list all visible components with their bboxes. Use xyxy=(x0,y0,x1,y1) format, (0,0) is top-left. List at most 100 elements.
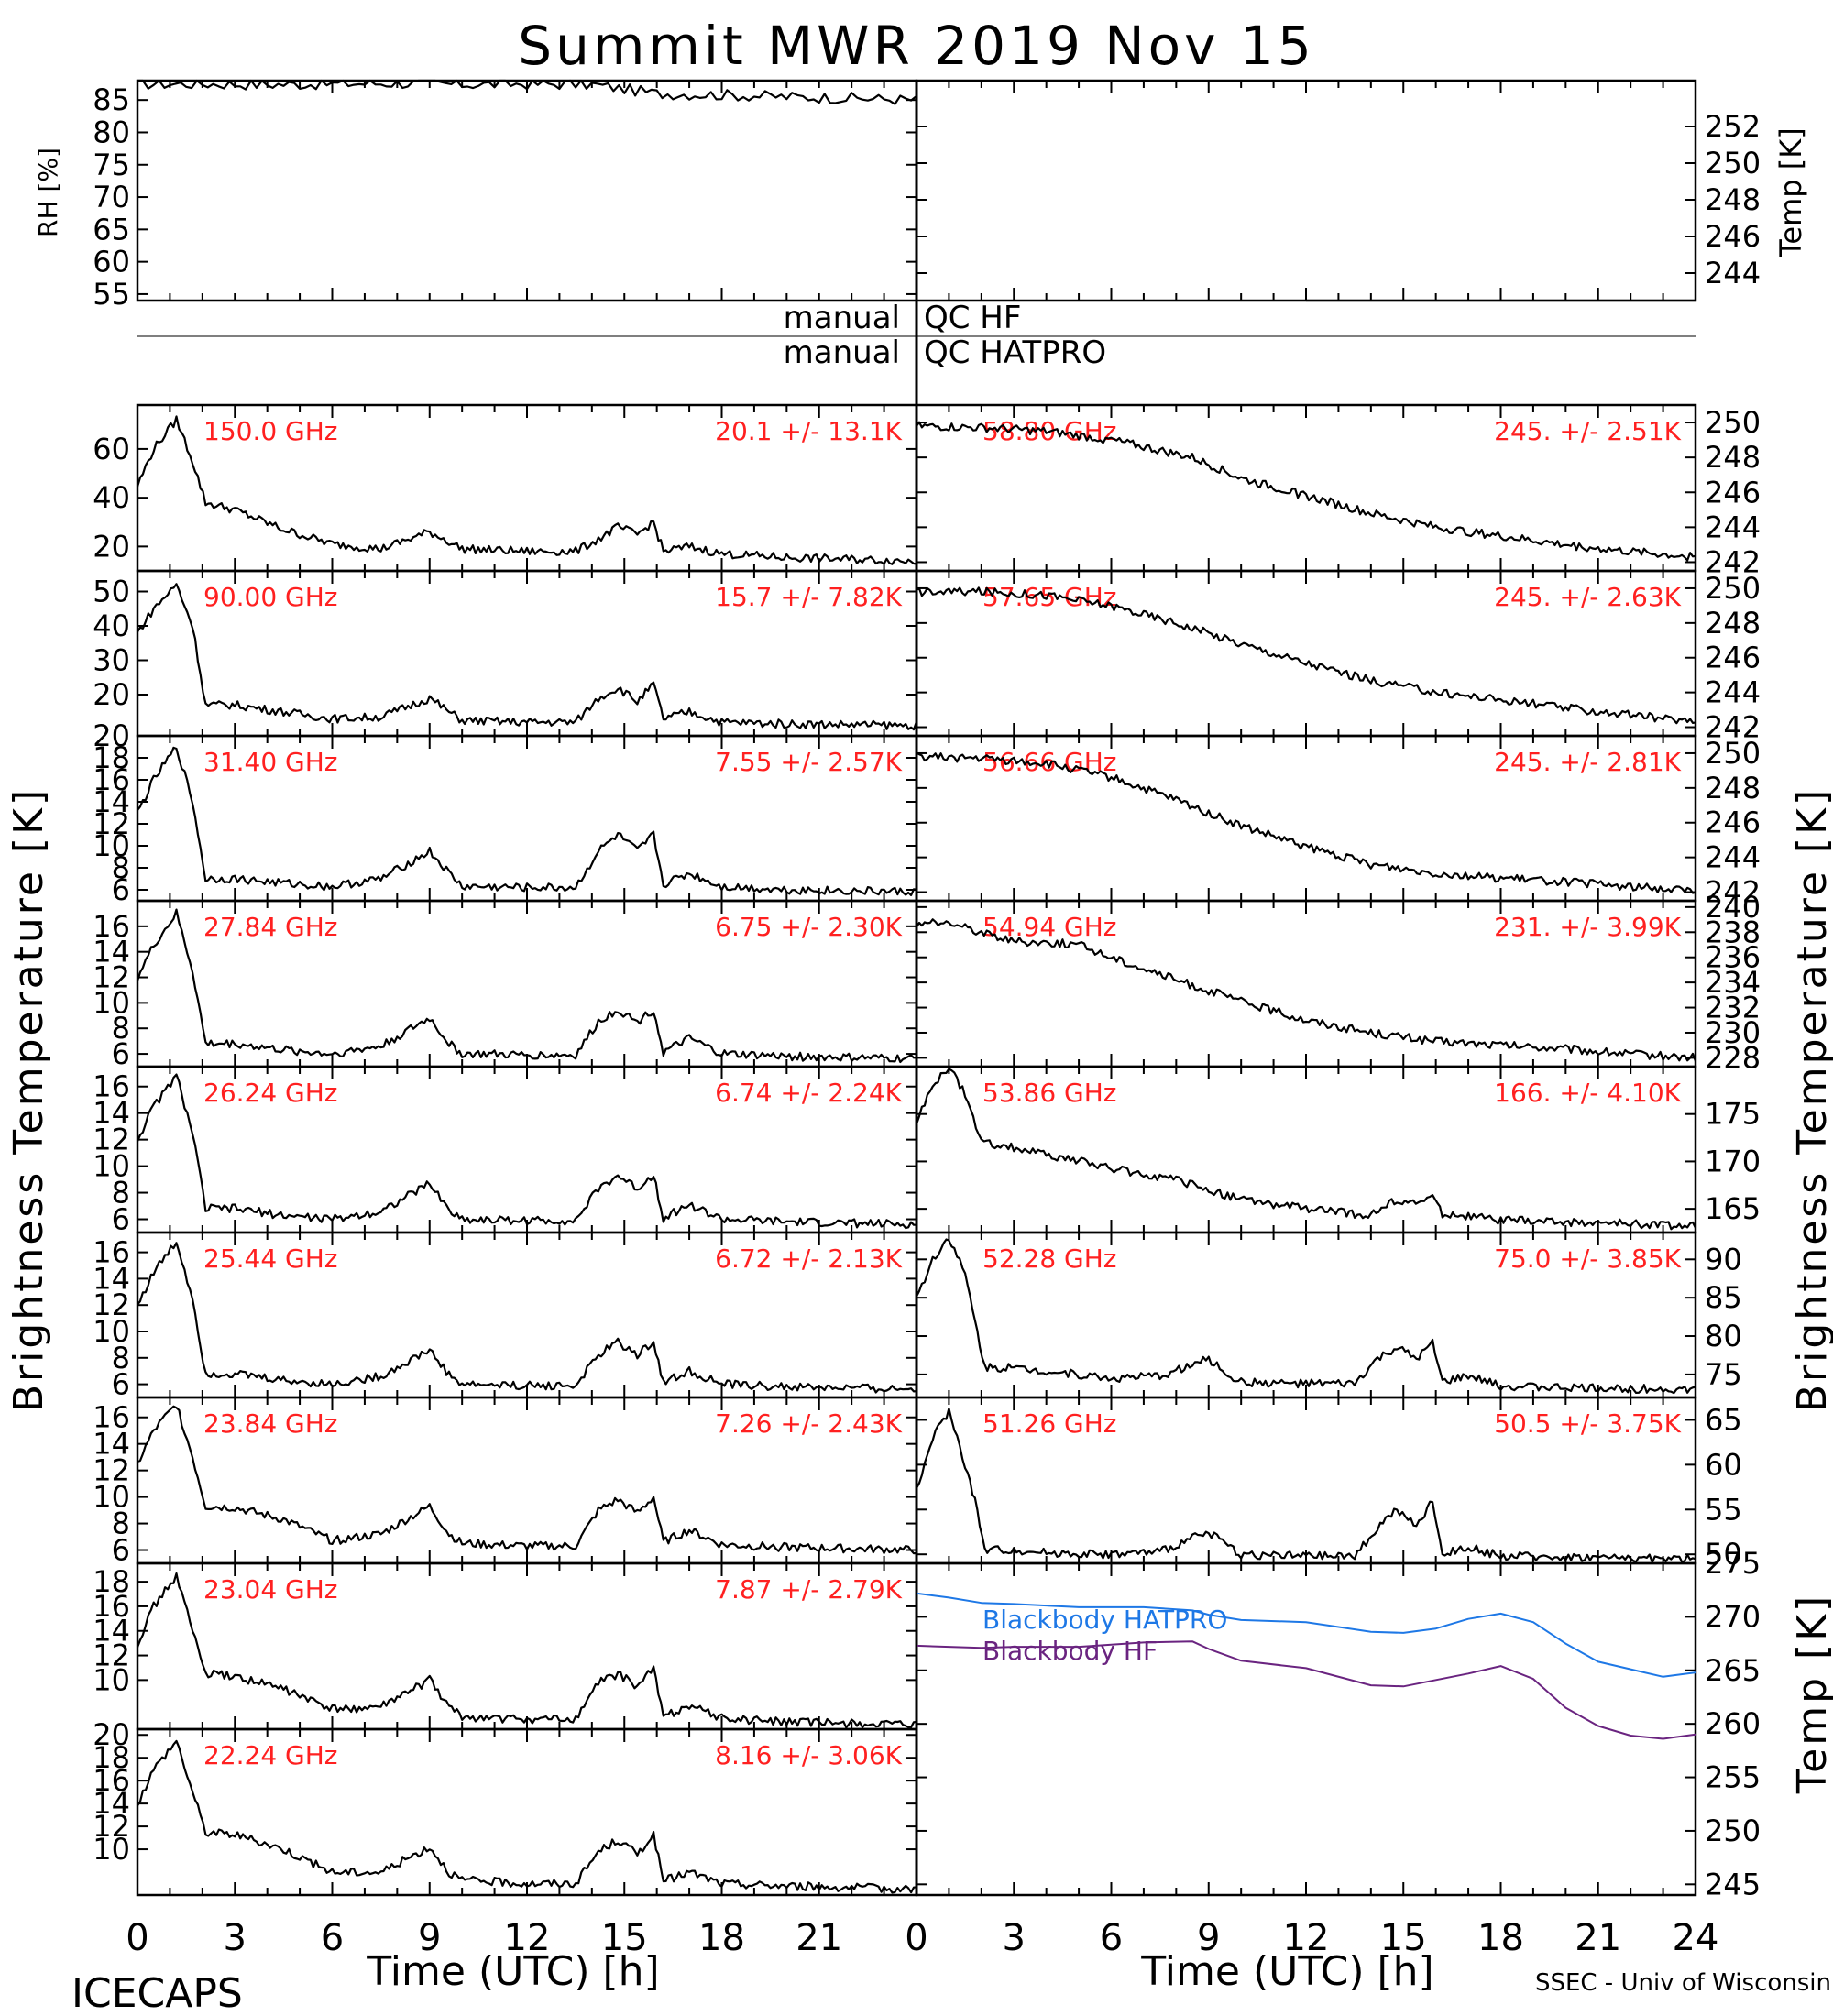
y-tick-label: 242 xyxy=(1705,544,1761,579)
x-tick-label-left: 18 xyxy=(698,1917,745,1959)
y-tick-label: 232 xyxy=(1705,991,1761,1025)
series-line xyxy=(136,1073,916,1230)
series-line xyxy=(137,1405,917,1555)
footer-right: SSEC - Univ of Wisconsin xyxy=(1535,1969,1831,1997)
y-tick-label: 10 xyxy=(93,1149,130,1184)
channel-label: 52.28 GHz xyxy=(982,1244,1117,1274)
y-tick-label: 12 xyxy=(93,960,130,995)
channel-label: 26.24 GHz xyxy=(203,1078,338,1108)
y-tick-label: 252 xyxy=(1705,109,1761,144)
y-tick-label: 10 xyxy=(93,1832,130,1867)
y-tick-label: 242 xyxy=(1705,875,1761,910)
y-tick-label: 14 xyxy=(93,1427,130,1462)
y-tick-label: 16 xyxy=(93,1400,130,1435)
y-tick-label: 250 xyxy=(1705,1813,1761,1848)
y-tick-label: 245 xyxy=(1705,1867,1761,1901)
y-tick-label: 14 xyxy=(93,1614,130,1649)
stats-label: 15.7 +/- 7.82K xyxy=(715,582,902,612)
y-tick-label: 246 xyxy=(1705,219,1761,254)
stats-label: 166. +/- 4.10K xyxy=(1494,1078,1681,1108)
channel-label: 27.84 GHz xyxy=(203,912,338,942)
qc-hf-manual-label: manual xyxy=(784,300,900,336)
y-tick-label: 20 xyxy=(93,1717,130,1752)
y-tick-label: 240 xyxy=(1705,890,1761,925)
channel-label: 150.0 GHz xyxy=(203,416,338,446)
panel-right-5: 75 80 85 90 52.28 GHz 75.0 +/- 3.85K xyxy=(915,1231,1742,1399)
y-tick-label: 16 xyxy=(93,1763,130,1798)
y-tick-label: 248 xyxy=(1705,771,1761,805)
y-tick-label: 85 xyxy=(93,82,130,117)
stats-label: 7.26 +/- 2.43K xyxy=(715,1408,902,1439)
y-tick-label: 238 xyxy=(1705,915,1761,949)
channel-label: 23.04 GHz xyxy=(203,1574,338,1605)
y-tick-label: 244 xyxy=(1705,256,1761,290)
qc-rows: manual QC HF manual QC HATPRO xyxy=(137,300,1696,371)
y-tick-label: 8 xyxy=(112,1507,130,1541)
series-line xyxy=(916,1238,1696,1395)
y-tick-label: 18 xyxy=(93,1740,130,1775)
y-tick-label: 12 xyxy=(93,1123,130,1157)
panel-right-4: 165 170 175 53.86 GHz 166. +/- 4.10K xyxy=(915,1065,1761,1234)
channel-label: 31.40 GHz xyxy=(203,747,338,777)
y-tick-label: 246 xyxy=(1705,641,1761,675)
x-tick-label-right: 3 xyxy=(1003,1917,1026,1959)
y-tick-label: 248 xyxy=(1705,440,1761,475)
y-tick-label: 8 xyxy=(112,1341,130,1375)
x-tick-label-right: 15 xyxy=(1380,1917,1427,1959)
y-tick-label: 14 xyxy=(93,1786,130,1821)
channel-label: 22.24 GHz xyxy=(203,1740,338,1770)
x-tick-label-right: 6 xyxy=(1100,1917,1123,1959)
x-axis-title-left: Time (UTC) [h] xyxy=(366,1948,659,1995)
y-tick-label: 250 xyxy=(1705,405,1761,440)
stats-label: 20.1 +/- 13.1K xyxy=(715,416,902,446)
series-line xyxy=(916,1407,1696,1564)
y-tick-label: 80 xyxy=(1705,1319,1742,1353)
y-tick-label: 60 xyxy=(93,432,130,466)
x-axis-title-right: Time (UTC) [h] xyxy=(1140,1948,1433,1995)
y-tick-label: 244 xyxy=(1705,675,1761,710)
series-line xyxy=(137,583,918,731)
x-tick-label-left: 6 xyxy=(321,1917,344,1959)
y-tick-label: 12 xyxy=(93,1287,130,1322)
x-tick-label-left: 0 xyxy=(126,1917,148,1959)
y-tick-label: 60 xyxy=(1705,1447,1742,1482)
bottom-right-temp-label: Temp [K] xyxy=(1789,1594,1833,1794)
channel-label: 54.94 GHz xyxy=(982,912,1117,942)
series-line xyxy=(136,1572,917,1729)
series-line xyxy=(136,908,917,1064)
series-line xyxy=(916,918,1697,1062)
y-tick-label: 16 xyxy=(93,909,130,944)
y-tick-label: 30 xyxy=(93,643,130,678)
y-tick-label: 248 xyxy=(1705,182,1761,217)
chart-title: Summit MWR 2019 Nov 15 xyxy=(518,15,1314,77)
panel-right-bottom: 245 250 255 260 265 270 275 xyxy=(915,1546,1761,1901)
y-tick-label: 16 xyxy=(93,1589,130,1624)
y-tick-label: 236 xyxy=(1705,940,1761,975)
y-tick-label: 55 xyxy=(93,277,130,312)
x-tick-label-left: 21 xyxy=(796,1917,842,1959)
y-tick-label: 10 xyxy=(93,1314,130,1349)
y-tick-label: 248 xyxy=(1705,606,1761,641)
qc-hatpro-manual-label: manual xyxy=(784,334,900,371)
stats-label: 7.55 +/- 2.57K xyxy=(715,747,902,777)
y-tick-label: 14 xyxy=(93,935,130,970)
stats-label: 6.74 +/- 2.24K xyxy=(715,1078,902,1108)
y-tick-label: 20 xyxy=(93,677,130,712)
series-line xyxy=(916,751,1696,894)
y-tick-label: 12 xyxy=(93,1638,130,1673)
y-tick-label: 65 xyxy=(93,212,130,247)
x-tick-label-left: 12 xyxy=(504,1917,551,1959)
y-tick-label: 8 xyxy=(112,1011,130,1046)
y-tick-label: 12 xyxy=(93,1809,130,1844)
stats-label: 8.16 +/- 3.06K xyxy=(715,1740,902,1770)
y-tick-label: 260 xyxy=(1705,1706,1761,1741)
stats-label: 50.5 +/- 3.75K xyxy=(1494,1408,1681,1439)
y-tick-label: 8 xyxy=(112,1176,130,1211)
stats-label: 7.87 +/- 2.79K xyxy=(715,1574,902,1605)
y-tick-label: 250 xyxy=(1705,736,1761,771)
y-tick-label: 246 xyxy=(1705,475,1761,509)
